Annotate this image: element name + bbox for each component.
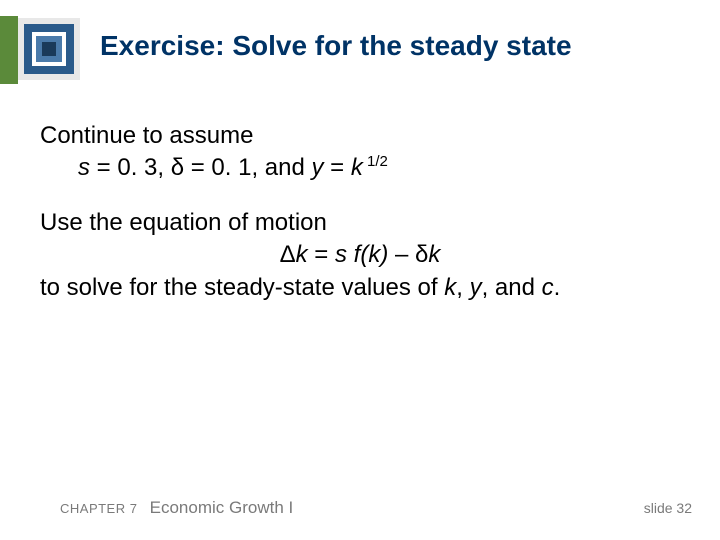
eq-s: s xyxy=(335,241,347,268)
paragraph-motion: Use the equation of motion Δk = s f(k) –… xyxy=(40,207,680,304)
var-s: s xyxy=(78,154,90,181)
var-k2: k xyxy=(444,274,456,301)
exponent: 1/2 xyxy=(363,153,388,170)
eq-space xyxy=(347,241,354,268)
var-k: k xyxy=(351,154,363,181)
paragraph-assume: Continue to assume s = 0. 3, δ = 0. 1, a… xyxy=(40,120,680,185)
val-delta: = 0. 1, and xyxy=(184,154,311,181)
var-y2: y xyxy=(470,274,482,301)
solve-text: to solve for the steady-state values of xyxy=(40,274,444,301)
var-delta: δ xyxy=(171,154,184,181)
eq-k2: k xyxy=(428,241,440,268)
sym-Delta: Δ xyxy=(280,241,296,268)
sym-delta2: δ xyxy=(415,241,428,268)
var-y: y xyxy=(312,154,324,181)
eq-fk: f(k) xyxy=(354,241,389,268)
footer: CHAPTER 7 Economic Growth I slide 32 xyxy=(60,498,692,518)
chapter-title: Economic Growth I xyxy=(150,498,294,517)
var-c: c xyxy=(542,274,554,301)
motion-equation: Δk = s f(k) – δk xyxy=(40,239,680,271)
accent-bar xyxy=(0,16,18,84)
footer-left: CHAPTER 7 Economic Growth I xyxy=(60,498,293,518)
slide: Exercise: Solve for the steady state Con… xyxy=(0,0,720,540)
eq-equals: = xyxy=(308,241,335,268)
sep1: , xyxy=(456,274,469,301)
assume-line2: s = 0. 3, δ = 0. 1, and y = k 1/2 xyxy=(40,152,680,184)
eq-sign: = xyxy=(324,154,351,181)
eq-k1: k xyxy=(296,241,308,268)
period: . xyxy=(554,274,561,301)
slide-content: Continue to assume s = 0. 3, δ = 0. 1, a… xyxy=(40,120,680,304)
slide-number: slide 32 xyxy=(644,500,692,516)
chapter-label: CHAPTER 7 xyxy=(60,501,137,516)
assume-line1: Continue to assume xyxy=(40,120,680,152)
sep2: , and xyxy=(482,274,542,301)
slide-title: Exercise: Solve for the steady state xyxy=(100,30,572,62)
slide-icon xyxy=(18,18,80,80)
val-s: = 0. 3, xyxy=(90,154,171,181)
eq-minus: – xyxy=(388,241,415,268)
motion-line3: to solve for the steady-state values of … xyxy=(40,272,680,304)
motion-line1: Use the equation of motion xyxy=(40,207,680,239)
